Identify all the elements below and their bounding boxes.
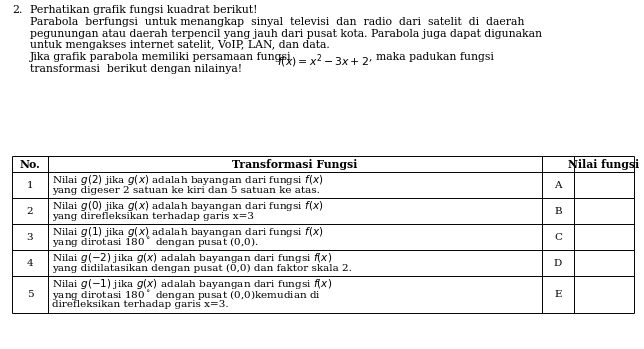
Text: Transformasi Fungsi: Transformasi Fungsi xyxy=(232,158,357,170)
Text: yang direfleksikan terhadap garis x=3: yang direfleksikan terhadap garis x=3 xyxy=(52,211,254,221)
Text: Nilai $g(-1)$ jika $g(x)$ adalah bayangan dari fungsi $f(x)$: Nilai $g(-1)$ jika $g(x)$ adalah bayanga… xyxy=(52,277,332,291)
Text: Nilai $g(1)$ jika $g(x)$ adalah bayangan dari fungsi $f(x)$: Nilai $g(1)$ jika $g(x)$ adalah bayangan… xyxy=(52,225,323,239)
Text: yang didilatasikan dengan pusat (0,0) dan faktor skala 2.: yang didilatasikan dengan pusat (0,0) da… xyxy=(52,263,352,273)
Text: Nilai $g(0)$ jika $g(x)$ adalah bayangan dari fungsi $f(x)$: Nilai $g(0)$ jika $g(x)$ adalah bayangan… xyxy=(52,199,323,213)
Text: C: C xyxy=(554,232,562,242)
Text: 3: 3 xyxy=(26,232,33,242)
Text: Nilai $g(2)$ jika $g(x)$ adalah bayangan dari fungsi $f(x)$: Nilai $g(2)$ jika $g(x)$ adalah bayangan… xyxy=(52,173,323,187)
Text: D: D xyxy=(554,259,562,267)
Text: Nilai $g(-2)$ jika $g(x)$ adalah bayangan dari fungsi $f(x)$: Nilai $g(-2)$ jika $g(x)$ adalah bayanga… xyxy=(52,251,332,265)
Text: $f(x) = x^2 - 3x + 2$: $f(x) = x^2 - 3x + 2$ xyxy=(277,52,369,70)
Text: direfleksikan terhadap garis x=3.: direfleksikan terhadap garis x=3. xyxy=(52,300,229,309)
Text: untuk mengakses internet satelit, VoIP, LAN, dan data.: untuk mengakses internet satelit, VoIP, … xyxy=(30,40,330,50)
Text: No.: No. xyxy=(19,158,41,170)
Text: 1: 1 xyxy=(26,180,33,190)
Text: E: E xyxy=(554,290,562,299)
Text: 2.: 2. xyxy=(12,5,23,15)
Text: Perhatikan grafik fungsi kuadrat berikut!: Perhatikan grafik fungsi kuadrat berikut… xyxy=(30,5,258,15)
Text: B: B xyxy=(554,207,562,215)
Text: yang digeser 2 satuan ke kiri dan 5 satuan ke atas.: yang digeser 2 satuan ke kiri dan 5 satu… xyxy=(52,186,320,195)
Text: , maka padukan fungsi: , maka padukan fungsi xyxy=(369,52,494,62)
Text: Parabola  berfungsi  untuk menangkap  sinyal  televisi  dan  radio  dari  sateli: Parabola berfungsi untuk menangkap sinya… xyxy=(30,17,524,27)
Text: 4: 4 xyxy=(26,259,33,267)
Text: A: A xyxy=(554,180,562,190)
Text: 5: 5 xyxy=(26,290,33,299)
Text: transformasi  berikut dengan nilainya!: transformasi berikut dengan nilainya! xyxy=(30,64,242,74)
Text: 2: 2 xyxy=(26,207,33,215)
Text: pegunungan atau daerah terpencil yang jauh dari pusat kota. Parabola juga dapat : pegunungan atau daerah terpencil yang ja… xyxy=(30,29,542,39)
Text: yang dirotasi 180$^\circ$ dengan pusat (0,0).: yang dirotasi 180$^\circ$ dengan pusat (… xyxy=(52,235,258,249)
Text: Nilai fungsi: Nilai fungsi xyxy=(569,158,639,170)
Text: yang dirotasi 180$^\circ$ dengan pusat (0,0)kemudian di: yang dirotasi 180$^\circ$ dengan pusat (… xyxy=(52,288,321,302)
Text: Jika grafik parabola memiliki persamaan fungsi: Jika grafik parabola memiliki persamaan … xyxy=(30,52,295,62)
